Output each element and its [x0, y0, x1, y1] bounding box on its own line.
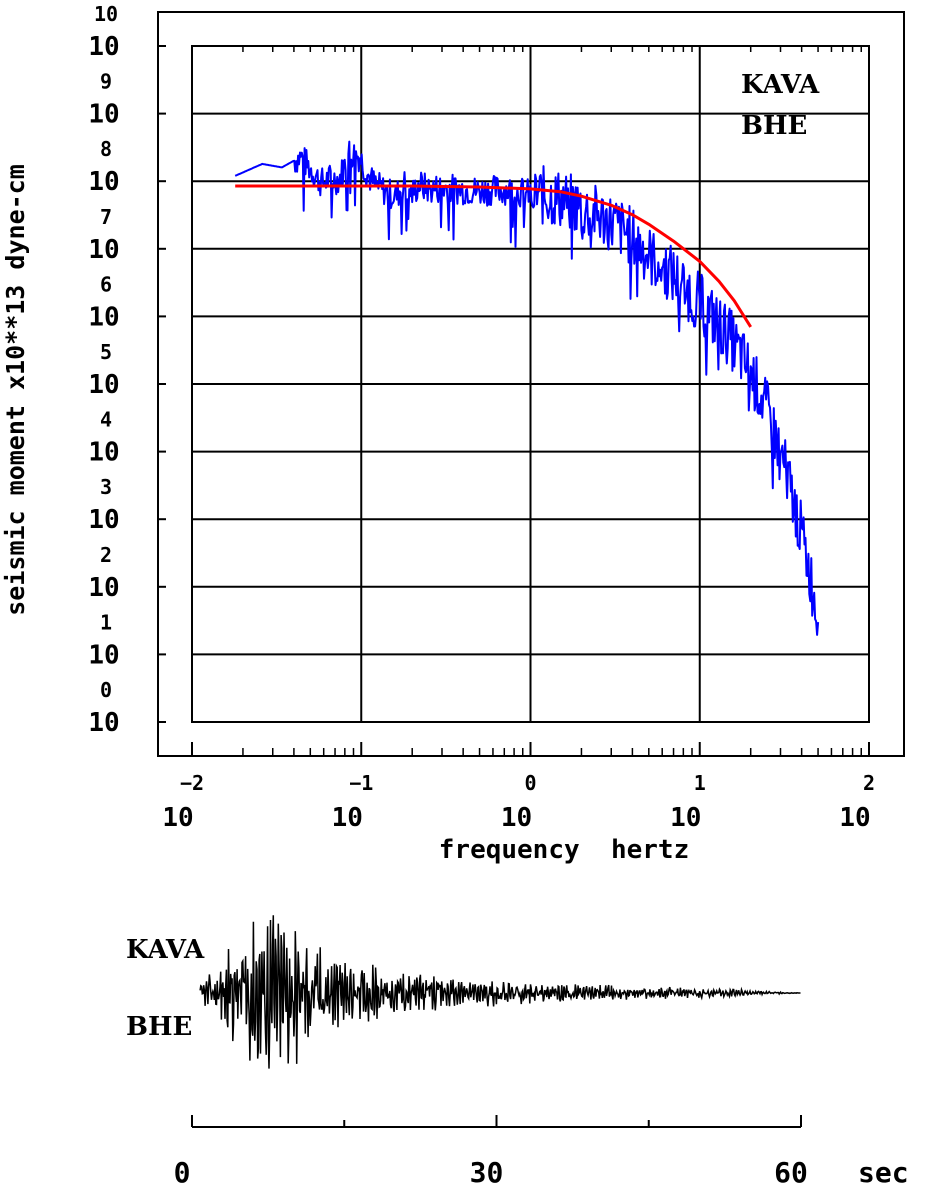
- y-tick-base: 10: [88, 302, 119, 332]
- spectrum-channel-label: BHE: [741, 111, 807, 141]
- y-tick-exponent: 3: [100, 475, 112, 499]
- time-axis-ticks: [191, 1115, 802, 1127]
- x-tick-exponent: 2: [863, 771, 875, 795]
- x-tick-exponent: −1: [349, 771, 373, 795]
- y-tick-exponent: 2: [100, 543, 112, 567]
- series-layer: [234, 140, 820, 636]
- time-tick-label: 0: [174, 1156, 191, 1184]
- y-tick-exponent: 7: [100, 205, 112, 229]
- seismogram-station-label: KAVA: [126, 935, 205, 965]
- x-tick-exponent: 0: [524, 771, 536, 795]
- grid-lines: [192, 46, 869, 722]
- y-tick-exponent: 4: [100, 408, 112, 432]
- x-tick-base: 10: [332, 803, 363, 833]
- y-tick-base: 10: [88, 100, 119, 130]
- y-tick-exponent: 5: [100, 340, 112, 364]
- y-tick-exponent: 6: [100, 272, 112, 296]
- y-tick-base: 10: [88, 505, 119, 535]
- y-axis-title: seismic moment x10**13 dyne-cm: [1, 164, 30, 616]
- y-tick-base: 10: [88, 370, 119, 400]
- x-axis-title: frequency hertz: [439, 835, 689, 865]
- time-tick-label: 60: [774, 1156, 808, 1184]
- x-tick-base: 10: [670, 803, 701, 833]
- y-tick-base: 10: [88, 708, 119, 738]
- y-tick-exponent: 1: [100, 610, 112, 634]
- time-axis-labels: 0 30 60: [174, 1156, 808, 1184]
- spectrum-station-label: KAVA: [741, 70, 820, 100]
- y-tick-base: 10: [88, 640, 119, 670]
- y-tick-base: 10: [88, 573, 119, 603]
- y-tick-exponent: 10: [94, 2, 118, 26]
- y-tick-exponent: 8: [100, 137, 112, 161]
- seismogram-chart: KAVA BHE 0 30 60 sec: [126, 915, 909, 1184]
- y-tick-exponent: 0: [100, 678, 112, 702]
- x-tick-base: 10: [839, 803, 870, 833]
- x-tick-base: 10: [162, 803, 193, 833]
- x-tick-exponent: −2: [180, 771, 204, 795]
- y-tick-labels: 10 0 10 1 10 2 10 3 10 4 10 5 10 6 10 7 10 8 10 9 10 10: [88, 2, 119, 738]
- seismogram-channel-label: BHE: [126, 1012, 192, 1042]
- seismogram-trace: [199, 915, 801, 1069]
- y-tick-exponent: 9: [100, 70, 112, 94]
- y-tick-base: 10: [88, 167, 119, 197]
- time-tick-label: 30: [470, 1156, 504, 1184]
- x-tick-base: 10: [501, 803, 532, 833]
- observed-spectrum-line: [234, 140, 820, 636]
- model-fit-line: [235, 184, 752, 328]
- seismogram-trace-layer: [199, 915, 801, 1069]
- minor-ticks: [158, 45, 870, 756]
- time-axis-unit: sec: [858, 1156, 909, 1184]
- x-tick-exponent: 1: [694, 771, 706, 795]
- y-tick-base: 10: [88, 438, 119, 468]
- y-tick-base: 10: [88, 235, 119, 265]
- x-tick-labels: 10 −2 10 −1 10 0 10 1 10 2: [162, 771, 875, 833]
- y-tick-base: 10: [88, 32, 119, 62]
